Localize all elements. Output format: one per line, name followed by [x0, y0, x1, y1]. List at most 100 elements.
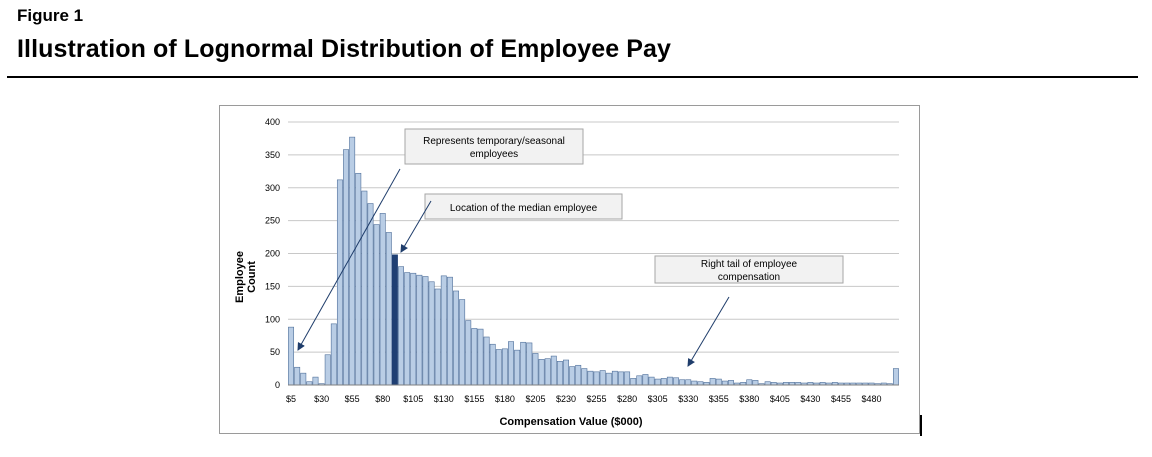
- x-tick-label: $205: [525, 394, 545, 404]
- histogram-bar: [434, 288, 441, 386]
- histogram-bar: [660, 378, 667, 386]
- histogram-bar: [465, 320, 472, 386]
- histogram-bar: [605, 372, 612, 386]
- x-tick-label: $5: [286, 394, 296, 404]
- histogram-bar: [575, 364, 582, 386]
- histogram-bar: [673, 377, 679, 386]
- x-tick-label: $455: [831, 394, 851, 404]
- histogram-bar: [892, 368, 899, 386]
- y-tick-label: 350: [265, 150, 280, 160]
- histogram-bar: [636, 375, 643, 386]
- histogram-bar: [526, 342, 533, 386]
- histogram-bar: [630, 378, 637, 386]
- histogram-bar: [379, 213, 386, 386]
- x-tick-label: $155: [464, 394, 484, 404]
- y-tick-label: 300: [265, 183, 280, 193]
- histogram-bar: [495, 349, 502, 386]
- histogram-bar: [618, 371, 624, 386]
- histogram-bar: [581, 368, 588, 386]
- x-tick-label: $30: [314, 394, 329, 404]
- histogram-bar: [679, 379, 686, 386]
- y-tick-label: 150: [265, 281, 280, 291]
- histogram-bar: [428, 281, 435, 386]
- annotation-arrow: [400, 200, 432, 253]
- x-tick-label: $230: [556, 394, 576, 404]
- x-tick-label: $405: [770, 394, 790, 404]
- histogram-bar: [709, 378, 716, 386]
- histogram-bar: [477, 328, 484, 386]
- y-tick-label: 100: [265, 314, 280, 324]
- histogram-bar: [715, 378, 722, 386]
- histogram-bar: [404, 272, 411, 386]
- annotation-text: employees: [470, 149, 518, 160]
- histogram-bar: [642, 374, 649, 386]
- histogram-bar: [385, 232, 392, 386]
- histogram-bar: [550, 355, 557, 386]
- histogram-bar: [721, 380, 728, 386]
- x-tick-label: $480: [861, 394, 881, 404]
- histogram-bar: [440, 275, 447, 386]
- annotations: Represents temporary/seasonal employees Lo…: [297, 128, 844, 367]
- x-tick-label: $255: [587, 394, 607, 404]
- histogram-bar: [355, 172, 362, 386]
- histogram-bar: [349, 136, 356, 386]
- x-tick-label: $380: [739, 394, 759, 404]
- histogram-bar: [330, 323, 337, 386]
- histogram-bar: [556, 361, 563, 386]
- x-tick-label: $130: [434, 394, 454, 404]
- histogram-bar: [471, 328, 478, 386]
- y-tick-label: 200: [265, 249, 280, 259]
- histogram-bar: [508, 341, 514, 386]
- histogram-bar: [410, 272, 417, 386]
- histogram-bar: [446, 276, 453, 386]
- annotation-text: Right tail of employee: [701, 259, 798, 270]
- histogram-bar: [544, 358, 551, 386]
- annotation-box: [654, 255, 844, 284]
- histogram-bar: [746, 379, 753, 386]
- histogram-bar: [593, 371, 600, 386]
- histogram-bar: [648, 376, 655, 386]
- median-bar: [391, 254, 398, 386]
- histogram-bar: [336, 179, 343, 386]
- frame-edge-mark: [920, 415, 922, 436]
- x-tick-label: $180: [495, 394, 515, 404]
- histogram-bar: [501, 348, 508, 386]
- histogram-bar: [367, 203, 374, 386]
- histogram-bar: [587, 370, 594, 386]
- histogram-bars: [288, 136, 899, 386]
- histogram-bar: [752, 380, 759, 386]
- gridlines: [288, 121, 899, 353]
- histogram-bar: [416, 274, 423, 386]
- histogram-bar: [361, 190, 368, 386]
- histogram-bar: [453, 290, 459, 386]
- histogram-bar: [538, 359, 545, 386]
- histogram-bar: [294, 366, 301, 386]
- y-axis-title-line: Employee: [234, 251, 246, 303]
- x-tick-label: $305: [648, 394, 668, 404]
- annotation-box: [424, 193, 623, 220]
- histogram-bar: [312, 376, 319, 386]
- annotation-text: compensation: [718, 272, 780, 283]
- histogram-bar: [288, 326, 295, 386]
- y-tick-label: 400: [265, 117, 280, 127]
- histogram-bar: [532, 353, 539, 386]
- x-tick-label: $80: [375, 394, 390, 404]
- annotation-text: Represents temporary/seasonal: [423, 136, 565, 147]
- annotation-text: Location of the median employee: [450, 203, 598, 214]
- x-tick-label: $55: [345, 394, 360, 404]
- histogram-bar: [624, 371, 631, 386]
- histogram-bar: [459, 299, 466, 386]
- x-tick-label: $430: [800, 394, 820, 404]
- annotation-arrow: [687, 296, 730, 367]
- y-tick-label: 50: [270, 347, 280, 357]
- histogram-bar: [569, 366, 576, 386]
- y-tick-label: 250: [265, 216, 280, 226]
- histogram-bar: [728, 380, 734, 386]
- x-tick-label: $355: [709, 394, 729, 404]
- annotation-arrow: [297, 168, 401, 351]
- x-tick-label: $330: [678, 394, 698, 404]
- histogram-bar: [422, 276, 429, 386]
- histogram-bar: [300, 372, 307, 386]
- histogram-bar: [483, 336, 490, 386]
- histogram-bar: [398, 266, 404, 386]
